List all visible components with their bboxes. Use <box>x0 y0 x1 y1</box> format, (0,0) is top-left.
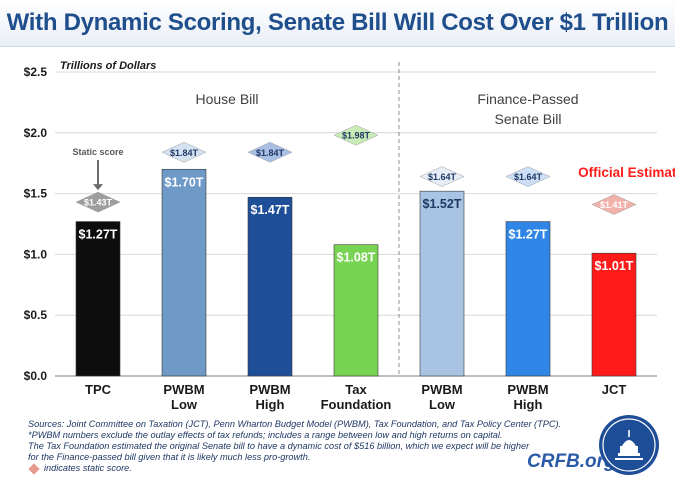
y-tick-label: $2.0 <box>24 126 48 140</box>
x-tick-label: PWBM <box>163 382 204 397</box>
static-score-label: $1.64T <box>428 172 457 182</box>
y-tick-label: $2.5 <box>24 65 48 79</box>
y-tick-label: $0.0 <box>24 369 48 383</box>
group-label: Senate Bill <box>495 111 562 127</box>
footer-note-pwbm: *PWBM numbers exclude the outlay effects… <box>28 430 503 441</box>
static-score-label: $1.43T <box>84 198 113 208</box>
bar <box>505 221 551 377</box>
bar-value-label: $1.52T <box>423 197 462 211</box>
static-score-diamond <box>333 124 379 146</box>
static-score-arrow-head <box>93 184 103 191</box>
x-tick-label: PWBM <box>507 382 548 397</box>
static-score-label: $1.41T <box>600 200 629 210</box>
x-tick-label: PWBM <box>249 382 290 397</box>
static-score-label: $1.84T <box>170 148 199 158</box>
static-score-label: $1.84T <box>256 148 285 158</box>
x-tick-label: JCT <box>602 382 627 397</box>
static-score-diamond <box>591 194 637 215</box>
y-tick-label: $0.5 <box>24 308 48 322</box>
brand-text: CRFB.org <box>527 451 616 472</box>
x-tick-label: Low <box>429 397 456 412</box>
capitol-seal-logo <box>599 415 659 475</box>
bar <box>247 196 293 377</box>
title-bar: With Dynamic Scoring, Senate Bill Will C… <box>0 0 675 47</box>
footer-legend: indicates static score. <box>28 463 588 475</box>
group-label: Finance-Passed <box>477 91 578 107</box>
bar-value-label: $1.01T <box>595 259 634 273</box>
bar <box>161 168 207 377</box>
x-tick-label: PWBM <box>421 382 462 397</box>
official-estimate-annotation: Official Estimate <box>578 165 675 180</box>
chart-footer: Sources: Joint Committee on Taxation (JC… <box>28 419 588 475</box>
bar <box>419 190 465 377</box>
static-score-label: $1.98T <box>342 131 371 141</box>
footer-note-tax-foundation-cont: for the Finance-passed bill given that i… <box>28 452 311 463</box>
static-score-annotation: Static score <box>72 147 123 157</box>
static-score-diamond <box>247 141 293 163</box>
static-score-diamond <box>161 141 207 163</box>
bar-value-label: $1.08T <box>337 251 376 265</box>
x-tick-label: Low <box>171 397 198 412</box>
footer-note-tax-foundation: The Tax Foundation estimated the origina… <box>28 441 530 452</box>
bar-value-label: $1.70T <box>165 175 204 189</box>
y-tick-label: $1.5 <box>24 187 48 201</box>
bar-value-label: $1.27T <box>79 228 118 242</box>
y-axis-label: Trillions of Dollars <box>60 60 156 72</box>
static-score-diamond <box>75 191 121 213</box>
static-score-label: $1.64T <box>514 172 543 182</box>
static-score-legend-icon <box>28 463 40 475</box>
bar <box>75 221 121 377</box>
bar <box>591 252 637 377</box>
x-tick-label: TPC <box>85 382 112 397</box>
bar-value-label: $1.27T <box>509 228 548 242</box>
chart-title: With Dynamic Scoring, Senate Bill Will C… <box>6 9 669 36</box>
footer-legend-text: indicates static score. <box>44 463 132 474</box>
x-tick-label: High <box>256 397 285 412</box>
x-tick-label: Foundation <box>321 397 392 412</box>
x-tick-label: High <box>514 397 543 412</box>
bar <box>333 244 379 377</box>
x-tick-label: Tax <box>345 382 367 397</box>
static-score-diamond <box>505 166 551 187</box>
footer-sources: Sources: Joint Committee on Taxation (JC… <box>28 419 562 429</box>
static-score-diamond <box>419 166 465 187</box>
group-label: House Bill <box>195 91 258 107</box>
y-tick-label: $1.0 <box>24 247 48 261</box>
bar-value-label: $1.47T <box>251 203 290 217</box>
